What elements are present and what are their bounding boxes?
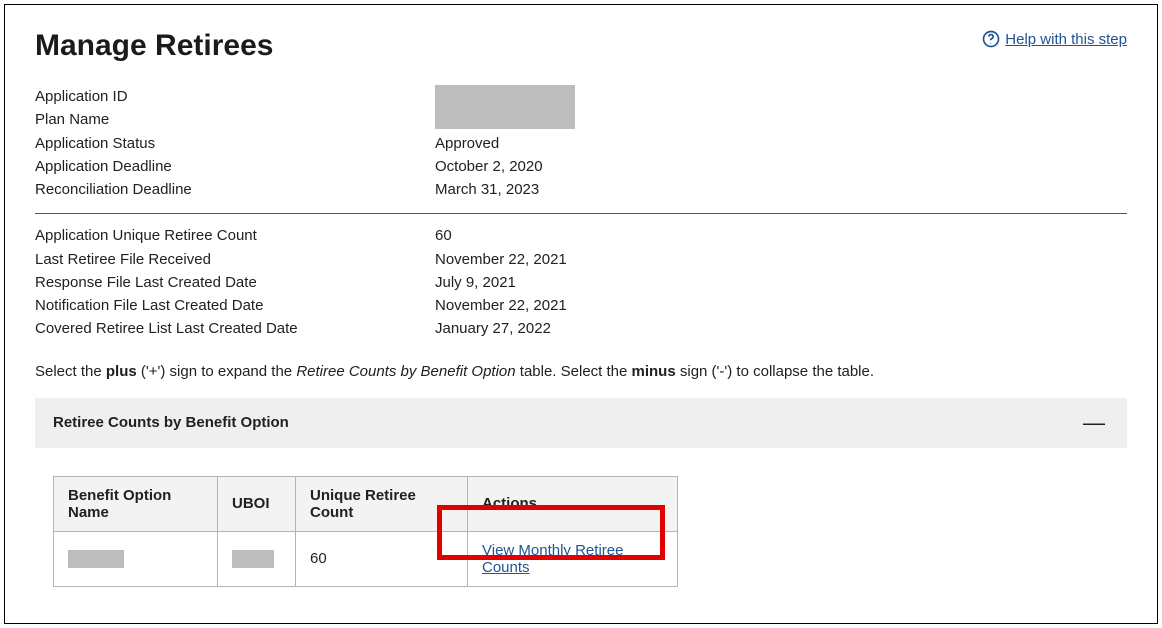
field-application-status: Application Status Approved xyxy=(35,132,1127,155)
field-application-id: Application ID xyxy=(35,85,1127,108)
field-label: Notification File Last Created Date xyxy=(35,294,435,317)
field-covered-retiree-list-date: Covered Retiree List Last Created Date J… xyxy=(35,317,1127,340)
field-value: October 2, 2020 xyxy=(435,155,1127,178)
field-label: Response File Last Created Date xyxy=(35,271,435,294)
help-icon xyxy=(981,29,1001,49)
application-summary-bottom: Application Unique Retiree Count 60 Last… xyxy=(35,224,1127,340)
help-link-label: Help with this step xyxy=(1005,31,1127,48)
cell-benefit-option-name xyxy=(54,531,218,586)
table-row: 60 View Monthly Retiree Counts xyxy=(54,531,678,586)
redacted-value xyxy=(232,550,274,568)
field-label: Reconciliation Deadline xyxy=(35,178,435,201)
field-label: Plan Name xyxy=(35,108,435,131)
field-last-retiree-file: Last Retiree File Received November 22, … xyxy=(35,248,1127,271)
benefit-option-table-wrap: Benefit Option Name UBOI Unique Retiree … xyxy=(35,476,1127,587)
redacted-value xyxy=(68,550,124,568)
field-value: November 22, 2021 xyxy=(435,294,1127,317)
field-label: Application Unique Retiree Count xyxy=(35,224,435,247)
field-value: July 9, 2021 xyxy=(435,271,1127,294)
field-label: Covered Retiree List Last Created Date xyxy=(35,317,435,340)
field-label: Last Retiree File Received xyxy=(35,248,435,271)
field-reconciliation-deadline: Reconciliation Deadline March 31, 2023 xyxy=(35,178,1127,201)
page-title: Manage Retirees xyxy=(35,29,273,63)
col-header-unique-retiree-count: Unique Retiree Count xyxy=(296,476,468,531)
section-divider xyxy=(35,213,1127,214)
field-label: Application Deadline xyxy=(35,155,435,178)
page-header: Manage Retirees Help with this step xyxy=(35,29,1127,63)
field-plan-name: Plan Name xyxy=(35,108,1127,131)
col-header-benefit-option-name: Benefit Option Name xyxy=(54,476,218,531)
field-value xyxy=(435,85,1127,108)
field-label: Application Status xyxy=(35,132,435,155)
col-header-uboi: UBOI xyxy=(218,476,296,531)
application-summary-top: Application ID Plan Name Application Sta… xyxy=(35,85,1127,201)
page-frame: Manage Retirees Help with this step Appl… xyxy=(4,4,1158,624)
col-header-actions: Actions xyxy=(468,476,678,531)
cell-unique-retiree-count: 60 xyxy=(296,531,468,586)
field-value: March 31, 2023 xyxy=(435,178,1127,201)
field-application-deadline: Application Deadline October 2, 2020 xyxy=(35,155,1127,178)
view-monthly-retiree-counts-link[interactable]: View Monthly Retiree Counts xyxy=(482,542,623,576)
cell-actions: View Monthly Retiree Counts xyxy=(468,531,678,586)
field-notification-file-date: Notification File Last Created Date Nove… xyxy=(35,294,1127,317)
field-value: January 27, 2022 xyxy=(435,317,1127,340)
redacted-value xyxy=(435,85,575,129)
field-unique-retiree-count: Application Unique Retiree Count 60 xyxy=(35,224,1127,247)
field-value: 60 xyxy=(435,224,1127,247)
expand-collapse-instruction: Select the plus ('+') sign to expand the… xyxy=(35,363,1127,380)
retiree-counts-accordion-header[interactable]: Retiree Counts by Benefit Option — xyxy=(35,398,1127,448)
collapse-icon: — xyxy=(1079,412,1109,434)
benefit-option-table: Benefit Option Name UBOI Unique Retiree … xyxy=(53,476,678,587)
field-value: November 22, 2021 xyxy=(435,248,1127,271)
accordion-title: Retiree Counts by Benefit Option xyxy=(53,414,289,431)
cell-uboi xyxy=(218,531,296,586)
help-with-this-step-link[interactable]: Help with this step xyxy=(981,29,1127,49)
field-response-file-date: Response File Last Created Date July 9, … xyxy=(35,271,1127,294)
field-label: Application ID xyxy=(35,85,435,108)
field-value: Approved xyxy=(435,132,1127,155)
